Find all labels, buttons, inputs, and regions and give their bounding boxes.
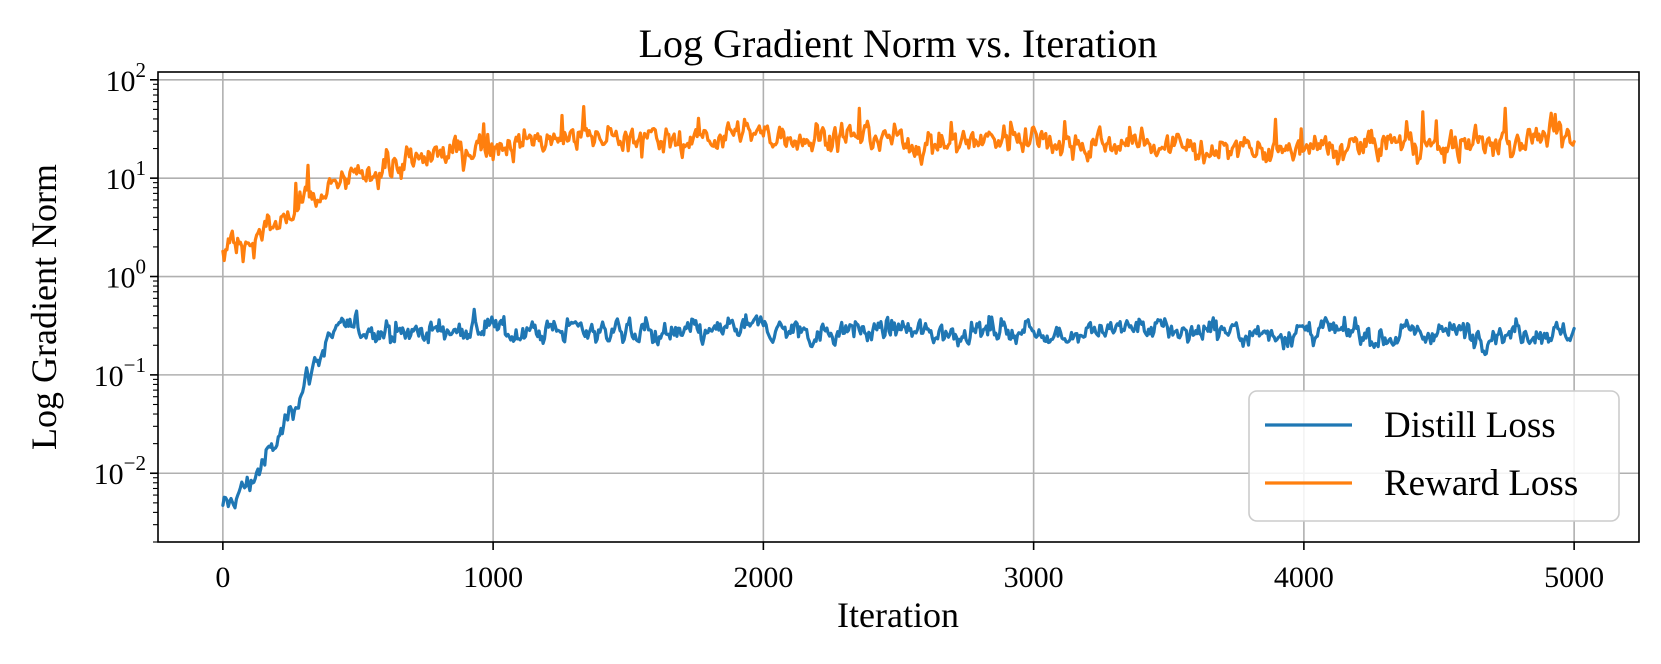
- y-tick-label: 100: [106, 255, 147, 295]
- series-line-reward-loss: [221, 104, 1576, 264]
- y-tick-label: 10−2: [94, 451, 146, 491]
- x-tick-label: 0: [215, 561, 230, 594]
- x-axis: 0 1000 2000 3000 4000 5000: [215, 542, 1604, 594]
- grid: [158, 72, 1639, 542]
- y-tick-label: 102: [106, 58, 147, 98]
- x-axis-label: Iteration: [837, 595, 959, 635]
- x-tick-label: 3000: [1004, 561, 1064, 594]
- series-line-distill-loss: [221, 307, 1576, 510]
- y-axis-label: Log Gradient Norm: [24, 164, 64, 450]
- plot-frame: [157, 71, 1640, 543]
- y-tick-label: 101: [106, 156, 147, 196]
- legend-label-distill-loss: Distill Loss: [1384, 405, 1556, 446]
- y-tick-label: 10−1: [94, 353, 146, 393]
- legend-label-reward-loss: Reward Loss: [1384, 463, 1578, 504]
- series-layer: [221, 104, 1576, 510]
- y-axis: 10−2 10−1 100 101 102: [94, 58, 158, 543]
- x-tick-label: 2000: [733, 561, 793, 594]
- x-tick-label: 1000: [463, 561, 523, 594]
- x-tick-label: 4000: [1274, 561, 1334, 594]
- legend: Distill Loss Reward Loss: [1248, 390, 1620, 522]
- x-tick-label: 5000: [1544, 561, 1604, 594]
- chart-title: Log Gradient Norm vs. Iteration: [639, 21, 1158, 66]
